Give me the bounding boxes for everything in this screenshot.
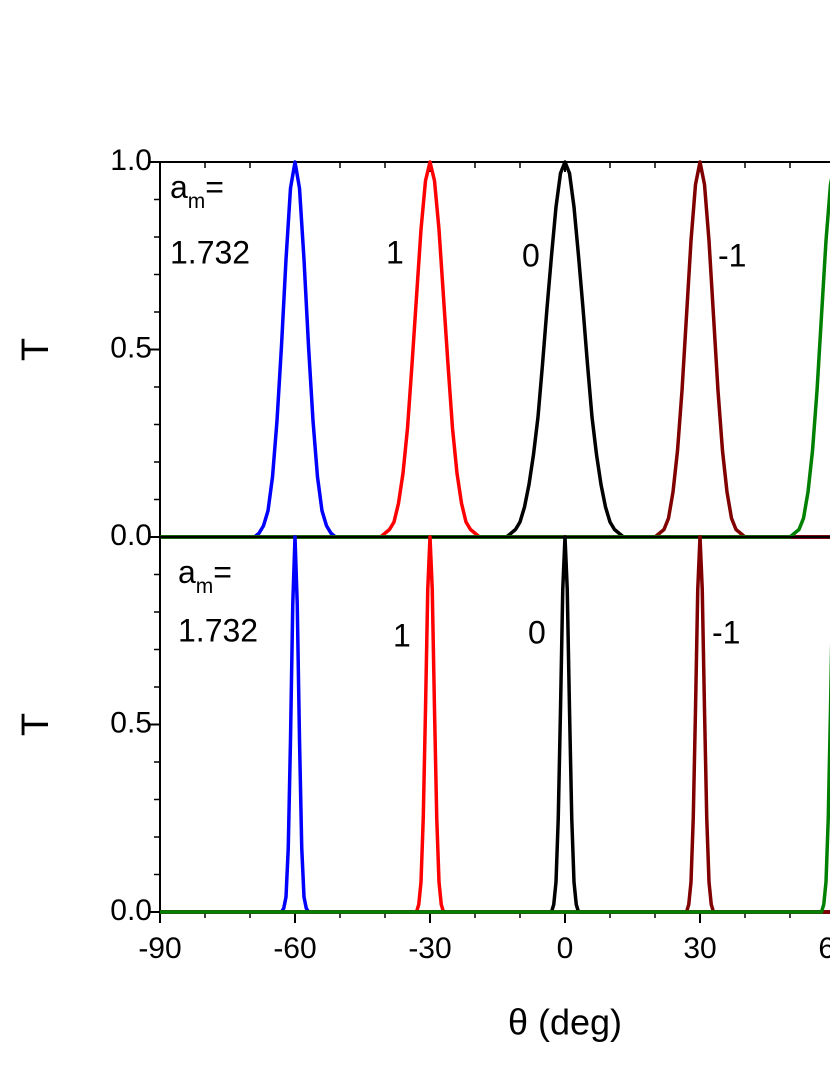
annotation-after: = [213, 554, 232, 590]
x-tick-label: -90 [138, 932, 181, 965]
annotation-subscript: m [196, 575, 214, 598]
y-tick-label: 0.5 [110, 331, 152, 364]
line-series [160, 535, 830, 914]
annotation-base: a [170, 169, 188, 205]
line-series [160, 178, 830, 539]
line-series [160, 535, 830, 914]
x-tick-label: 0 [557, 932, 574, 965]
line-series [160, 642, 830, 914]
x-axis-label: θ (deg) [508, 1002, 622, 1043]
y-axis-label: T [15, 338, 57, 361]
annotation: -1 [718, 237, 746, 273]
y-tick-label: 0.5 [110, 706, 152, 739]
annotation: am= [170, 169, 224, 212]
annotation: 1.732 [170, 234, 250, 270]
y-tick-label: 0.0 [110, 519, 152, 552]
y-tick-label: 0.0 [110, 894, 152, 927]
y-tick-label: 1.0 [110, 144, 152, 177]
annotation: 1 [386, 234, 404, 270]
annotation-subscript: m [188, 190, 206, 213]
annotation: 1 [393, 617, 411, 653]
x-tick-label: 60 [818, 932, 830, 965]
y-axis-label: T [15, 713, 57, 736]
x-tick-label: 30 [683, 932, 716, 965]
annotation: -1 [712, 614, 740, 650]
line-series [160, 160, 830, 539]
x-tick-label: -30 [408, 932, 451, 965]
annotation: 0 [528, 614, 546, 650]
panel: 0.00.5-90-60-300306090Tθ (deg)am=1.73210… [15, 535, 830, 1043]
annotation-base: a [178, 554, 196, 590]
annotation: 1.732 [178, 612, 258, 648]
line-series [160, 535, 830, 914]
annotation-after: = [205, 169, 224, 205]
line-series [160, 160, 830, 539]
line-series [160, 160, 830, 539]
panel: 0.0 0.5 1.0 Tam= 1.732 1 0 -1 [15, 144, 830, 552]
line-series [160, 535, 830, 914]
annotation: am= [178, 554, 232, 597]
line-series [160, 160, 830, 539]
annotation: 0 [522, 237, 540, 273]
x-tick-label: -60 [273, 932, 316, 965]
